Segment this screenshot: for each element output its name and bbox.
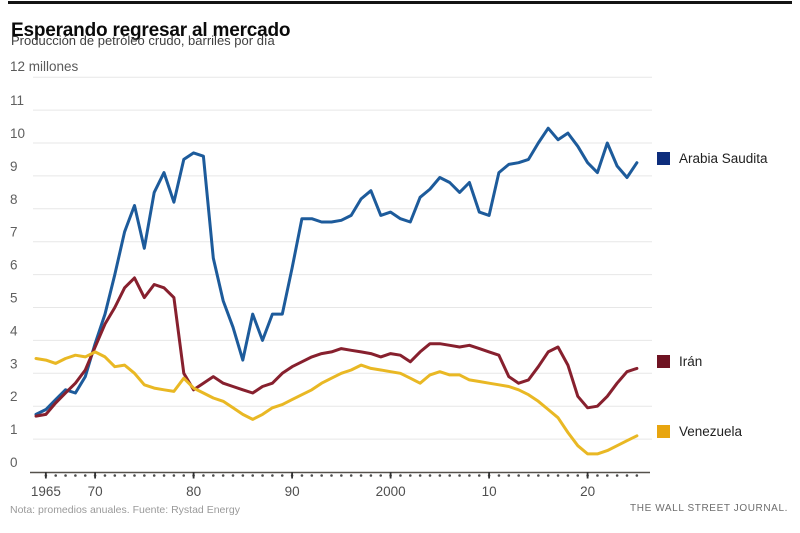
legend-label-venezuela: Venezuela bbox=[679, 423, 743, 439]
source-note: Nota: promedios anuales. Fuente: Rystad … bbox=[10, 504, 240, 516]
svg-text:3: 3 bbox=[10, 356, 18, 371]
legend-swatch-venezuela bbox=[657, 424, 670, 438]
svg-text:10: 10 bbox=[10, 126, 25, 141]
svg-text:20: 20 bbox=[580, 484, 595, 499]
wsj-credit: THE WALL STREET JOURNAL. bbox=[630, 503, 788, 514]
chart-subtitle: Producción de petróleo crudo, barriles p… bbox=[11, 33, 275, 48]
svg-text:4: 4 bbox=[10, 323, 18, 338]
legend-label-arabia-saudita: Arabia Saudita bbox=[679, 150, 768, 166]
top-rule bbox=[8, 1, 792, 4]
svg-text:11: 11 bbox=[10, 93, 24, 108]
svg-text:70: 70 bbox=[88, 484, 103, 499]
legend-swatch-iran bbox=[657, 354, 670, 368]
svg-text:9: 9 bbox=[10, 159, 18, 174]
legend-item-venezuela: Venezuela bbox=[657, 423, 743, 439]
svg-text:90: 90 bbox=[285, 484, 300, 499]
svg-text:80: 80 bbox=[186, 484, 201, 499]
svg-text:10: 10 bbox=[482, 484, 497, 499]
page-title: Esperando regresar al mercado bbox=[11, 19, 291, 41]
legend-item-arabia-saudita: Arabia Saudita bbox=[657, 150, 768, 166]
svg-text:2: 2 bbox=[10, 389, 18, 404]
svg-text:6: 6 bbox=[10, 258, 18, 273]
legend-label-iran: Irán bbox=[679, 353, 703, 369]
svg-text:2000: 2000 bbox=[376, 484, 406, 499]
svg-text:0: 0 bbox=[10, 455, 18, 470]
legend-item-iran: Irán bbox=[657, 353, 703, 369]
svg-text:5: 5 bbox=[10, 291, 18, 306]
svg-text:8: 8 bbox=[10, 192, 18, 207]
svg-text:1965: 1965 bbox=[31, 484, 61, 499]
svg-text:1: 1 bbox=[10, 422, 18, 437]
legend-swatch-arabia-saudita bbox=[657, 151, 670, 165]
svg-text:7: 7 bbox=[10, 225, 18, 240]
y-axis-unit-label: 12 millones bbox=[10, 59, 79, 74]
